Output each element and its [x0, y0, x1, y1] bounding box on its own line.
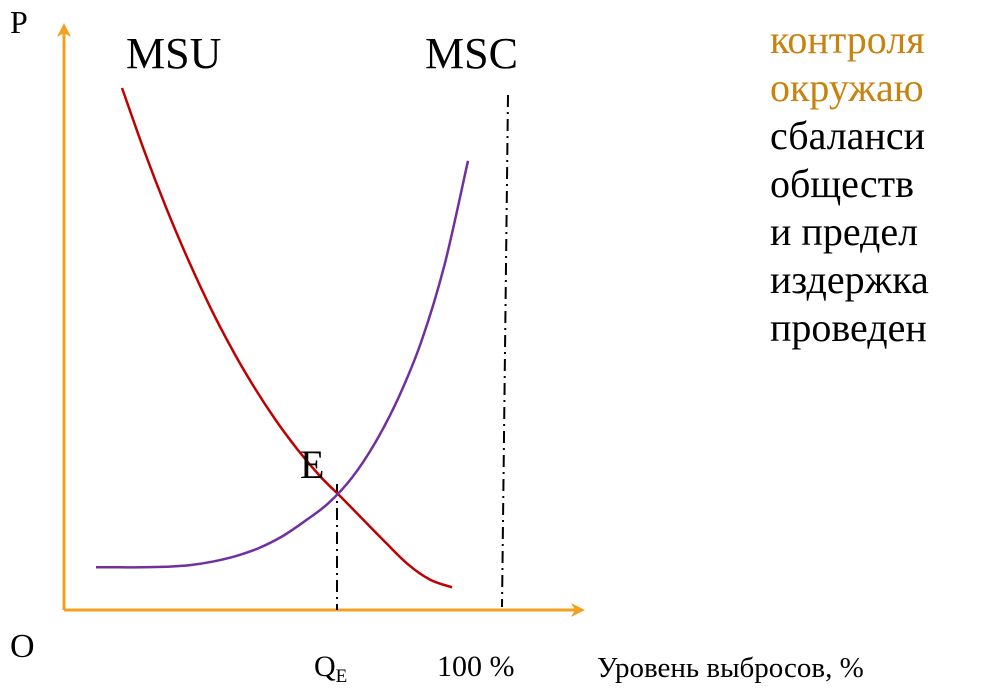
side-text-line-3: сбаланси: [770, 113, 925, 158]
series-label-msu: MSU: [126, 29, 221, 78]
side-text-block: контроля окружаю сбаланси обществ и пред…: [770, 16, 992, 352]
equilibrium-quantity-label: QE: [314, 650, 347, 687]
side-text-line-2: окружаю: [770, 65, 924, 110]
hundred-percent-label: 100 %: [437, 650, 515, 683]
side-text-line-4: обществ: [770, 161, 915, 206]
side-text-line-7: проведен: [770, 305, 927, 350]
series-label-msc: MSC: [425, 29, 518, 78]
series-line-msu: [120, 87, 453, 589]
side-text-line-6: издержка: [770, 257, 929, 302]
hundred-percent-line: [501, 94, 509, 608]
side-text-line-1: контроля: [770, 17, 925, 62]
x-axis-label: Уровень выбросов, %: [597, 652, 864, 684]
y-axis-label: P: [10, 4, 28, 40]
side-text-line-5: и предел: [770, 209, 919, 254]
origin-label: O: [10, 628, 35, 665]
series-line-msc: [95, 160, 470, 569]
equilibrium-label: E: [300, 442, 324, 487]
